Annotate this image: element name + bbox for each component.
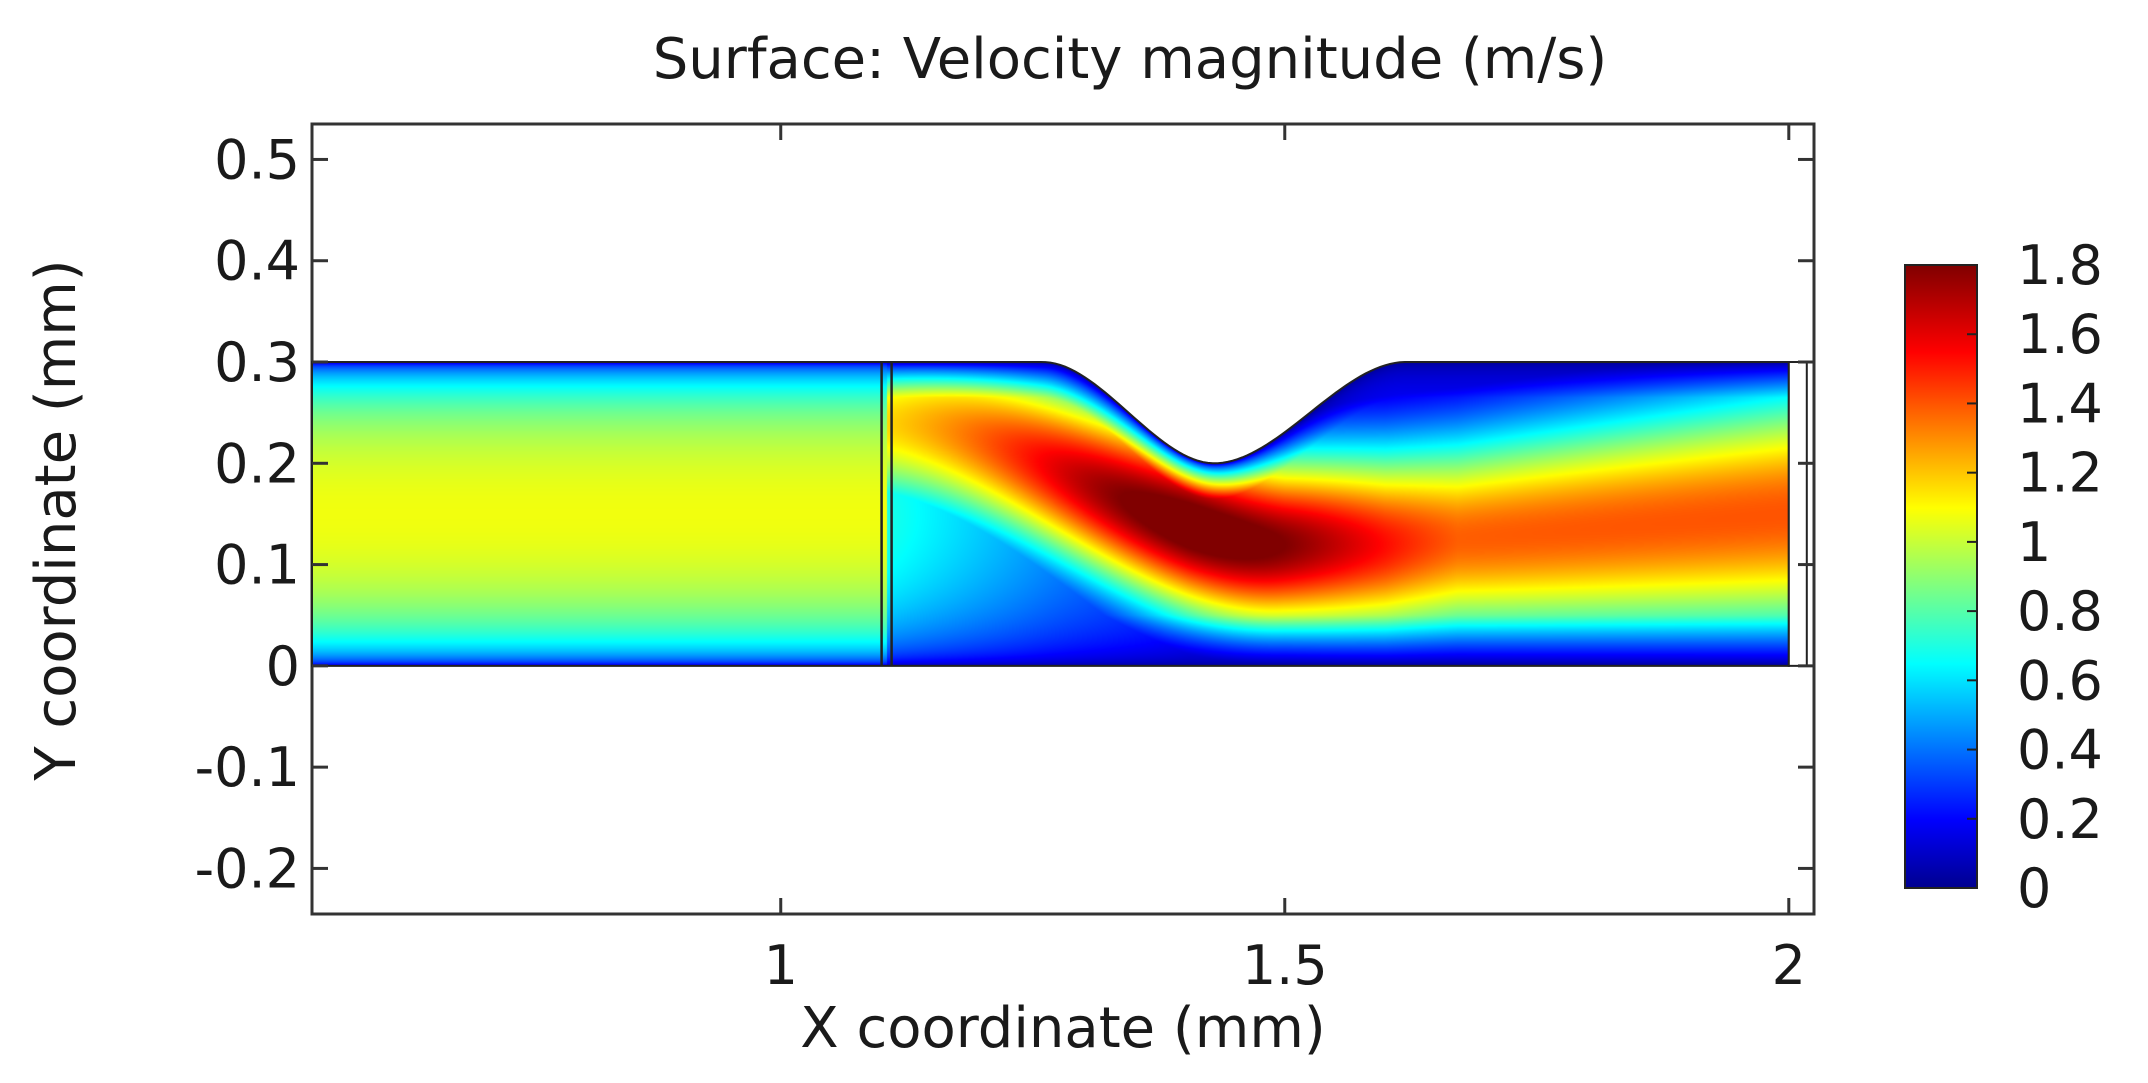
channel-outlet-boundary xyxy=(1787,361,1808,667)
y-tick-label: 0.2 xyxy=(214,432,300,495)
outlet-strip xyxy=(1787,361,1808,667)
colorbar-tick-label: 1.8 xyxy=(2017,234,2103,297)
y-axis-label: Y coordinate (mm) xyxy=(24,259,89,781)
x-axis-ticks: 1 1.5 2 xyxy=(764,124,1806,997)
channel-divider xyxy=(880,362,893,666)
colorbar-tick-label: 0.8 xyxy=(2017,580,2103,643)
colorbar-tick-label: 1.6 xyxy=(2017,303,2103,366)
y-tick-label: 0.1 xyxy=(214,534,300,597)
colorbar-tick-label: 0.2 xyxy=(2017,788,2103,851)
x-axis-label: X coordinate (mm) xyxy=(800,996,1325,1061)
colorbar-tick-label: 1.4 xyxy=(2017,372,2103,435)
y-axis-ticks: 0.5 0.4 0.3 0.2 0.1 0 -0.1 -0.2 xyxy=(195,128,1814,900)
y-tick-label: -0.2 xyxy=(195,837,300,900)
y-tick-label: -0.1 xyxy=(195,736,300,799)
colorbar-tick-label: 0 xyxy=(2017,857,2051,920)
colorbar-tick-label: 0.6 xyxy=(2017,649,2103,712)
y-tick-label: 0.3 xyxy=(214,331,300,394)
colorbar xyxy=(1904,264,1978,889)
colorbar-tick-label: 1.2 xyxy=(2017,442,2103,505)
colorbar-tick-label: 0.4 xyxy=(2017,719,2103,782)
y-tick-label: 0 xyxy=(266,635,300,698)
channel-boundary xyxy=(311,361,1790,667)
x-tick-label: 1.5 xyxy=(1242,934,1328,997)
y-tick-label: 0.5 xyxy=(214,128,300,191)
colorbar-ticks: 1.81.61.4 1.210.80.6 0.40.20 xyxy=(1967,234,2103,920)
chart-title: Surface: Velocity magnitude (m/s) xyxy=(653,27,1608,92)
velocity-field-surface xyxy=(312,362,1789,666)
y-tick-label: 0.4 xyxy=(214,230,300,293)
x-tick-label: 2 xyxy=(1772,934,1806,997)
x-tick-label: 1 xyxy=(764,934,798,997)
colorbar-tick-label: 1 xyxy=(2017,511,2051,574)
